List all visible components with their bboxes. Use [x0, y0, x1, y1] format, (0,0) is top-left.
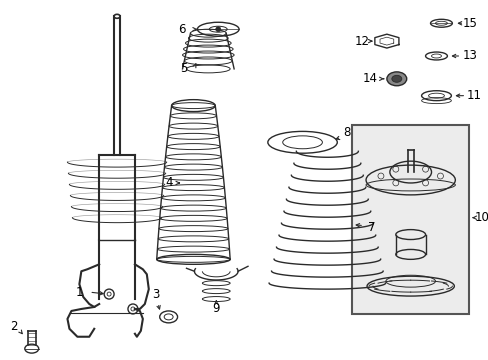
Text: 2: 2: [10, 320, 18, 333]
Ellipse shape: [386, 72, 406, 86]
Text: 13: 13: [462, 49, 477, 63]
Text: 9: 9: [212, 302, 220, 315]
Text: 6: 6: [178, 23, 185, 36]
Bar: [351, 125, 468, 314]
Ellipse shape: [391, 75, 401, 82]
Circle shape: [215, 27, 220, 32]
Text: 4: 4: [164, 176, 172, 189]
Text: 10: 10: [474, 211, 488, 224]
Text: 1: 1: [76, 285, 83, 298]
Text: 12: 12: [354, 35, 369, 48]
Text: 7: 7: [367, 221, 375, 234]
Text: 8: 8: [343, 126, 350, 139]
Text: 3: 3: [152, 288, 159, 301]
Text: 15: 15: [462, 17, 477, 30]
Text: 14: 14: [362, 72, 377, 85]
Ellipse shape: [114, 14, 120, 18]
Text: 5: 5: [180, 62, 187, 75]
Text: 11: 11: [466, 89, 481, 102]
